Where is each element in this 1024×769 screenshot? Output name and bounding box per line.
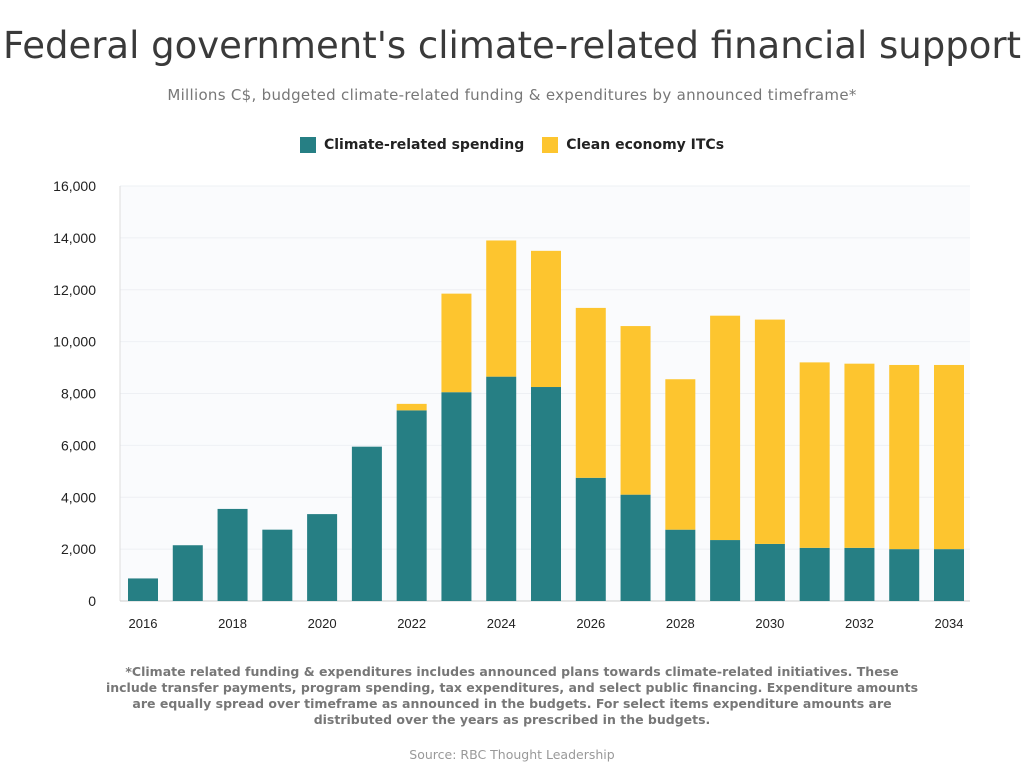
bar-itcs-2032: [844, 363, 875, 548]
bar-itcs-2034: [934, 364, 964, 550]
legend-label-spending: Climate-related spending: [323, 137, 525, 153]
x-tick-label: 2022: [397, 616, 426, 631]
y-tick-label: 10,000: [53, 334, 96, 350]
bar-itcs-2027: [620, 326, 651, 495]
legend-swatch-spending: [299, 137, 316, 153]
bar-spending-2023: [441, 392, 472, 601]
legend-label-itcs: Clean economy ITCs: [566, 137, 725, 153]
x-tick-label: 2024: [487, 616, 516, 631]
bar-spending-2034: [934, 549, 964, 601]
y-tick-label: 14,000: [53, 230, 96, 246]
bar-spending-2016: [128, 578, 158, 601]
legend-item-itcs: Clean economy ITCs: [542, 137, 724, 153]
y-tick-label: 4,000: [61, 489, 96, 505]
x-tick-label: 2018: [218, 616, 247, 631]
bar-itcs-2023: [441, 293, 472, 393]
x-tick-label: 2032: [845, 616, 874, 631]
bar-spending-2017: [172, 545, 203, 601]
y-tick-label: 16,000: [53, 178, 96, 194]
x-tick-label: 2028: [666, 616, 695, 631]
bar-spending-2033: [889, 549, 920, 601]
bar-spending-2029: [710, 540, 741, 601]
bar-itcs-2028: [665, 379, 696, 530]
source: Source: RBC Thought Leadership: [409, 747, 615, 762]
x-tick-label: 2016: [129, 616, 158, 631]
chart-title: Federal government's climate-related fin…: [2, 24, 1022, 67]
bar-itcs-2031: [799, 362, 830, 548]
bar-spending-2020: [307, 514, 338, 601]
x-tick-label: 2020: [308, 616, 337, 631]
bar-spending-2022: [396, 410, 427, 601]
legend-swatch-itcs: [542, 137, 559, 153]
bar-spending-2032: [844, 547, 875, 601]
bar-itcs-2033: [889, 364, 920, 550]
bar-spending-2028: [665, 529, 696, 601]
x-tick-label: 2026: [576, 616, 605, 631]
bar-itcs-2026: [575, 307, 606, 478]
bar-spending-2025: [531, 387, 561, 601]
chart-subtitle: Millions C$, budgeted climate-related fu…: [167, 86, 857, 104]
bar-itcs-2025: [531, 250, 561, 388]
x-tick-label: 2030: [755, 616, 784, 631]
bar-itcs-2024: [486, 240, 517, 377]
bar-spending-2026: [575, 477, 606, 601]
bar-spending-2018: [217, 508, 248, 601]
y-tick-label: 12,000: [53, 282, 96, 298]
bar-spending-2019: [262, 529, 293, 601]
footnote: *Climate related funding & expenditures …: [105, 664, 919, 727]
y-tick-label: 8,000: [61, 386, 96, 402]
bar-spending-2027: [620, 494, 651, 601]
bar-spending-2021: [351, 446, 382, 601]
y-tick-label: 0: [88, 593, 96, 609]
bar-itcs-2029: [710, 315, 741, 541]
bar-itcs-2022: [396, 403, 427, 411]
bar-spending-2030: [754, 543, 785, 601]
y-tick-label: 6,000: [61, 437, 96, 453]
y-tick-label: 2,000: [61, 541, 96, 557]
legend: Climate-related spending Clean economy I…: [0, 137, 1024, 153]
bar-spending-2024: [486, 376, 517, 601]
legend-item-spending: Climate-related spending: [299, 137, 525, 153]
x-tick-label: 2034: [935, 616, 964, 631]
bar-itcs-2030: [754, 319, 785, 544]
bar-spending-2031: [799, 547, 830, 601]
